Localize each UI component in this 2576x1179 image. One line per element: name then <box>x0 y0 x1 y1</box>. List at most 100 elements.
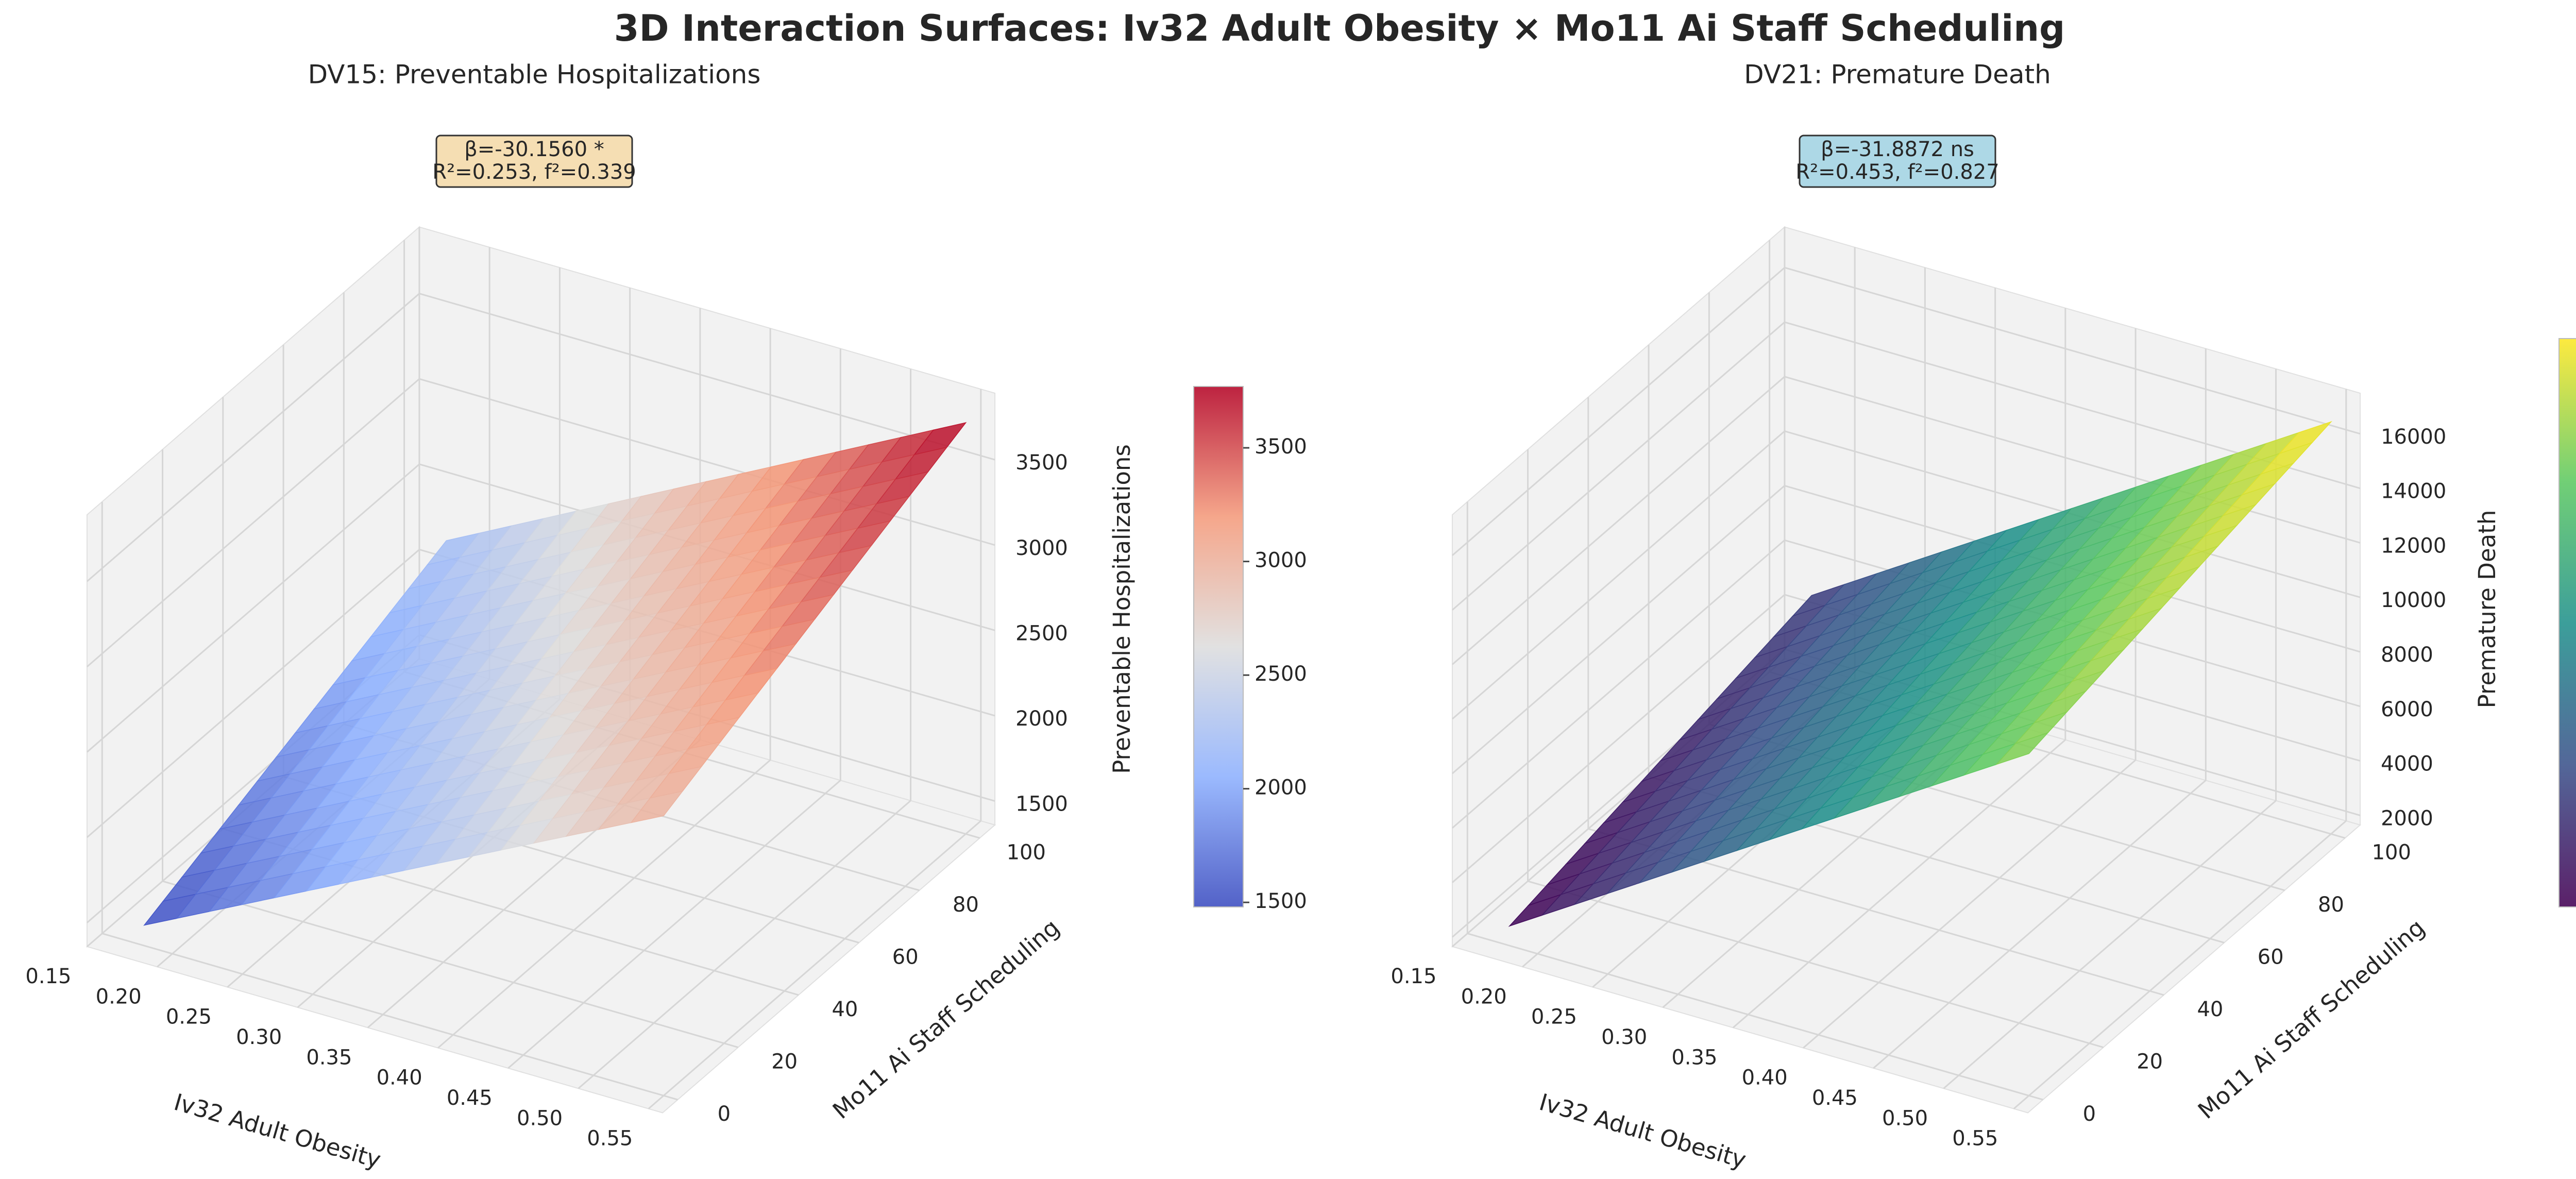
grid-line <box>1467 933 2043 1101</box>
z-tick-label: 8000 <box>2381 643 2433 667</box>
x-tick-label: 0.30 <box>236 1025 282 1049</box>
x-tick-label: 0.30 <box>1601 1025 1647 1049</box>
subplot: 0.15 0.20 0.25 0.30 0.35 0.40 0.45 0.50 0.55 0 20 4… <box>25 60 1307 1174</box>
subplot: 0.15 0.20 0.25 0.30 0.35 0.40 0.45 0.50 0.55 0 20 4… <box>1391 60 2576 1174</box>
grid-line <box>1451 485 1785 774</box>
subplot-title: DV21: Premature Death <box>1744 60 2051 90</box>
subplot-title: DV15: Preventable Hospitalizations <box>308 60 761 90</box>
y-axis-label: Mo11 Ai Staff Scheduling <box>827 914 1065 1124</box>
annotation-text: R²=0.453, f²=0.827 <box>1795 160 1999 184</box>
x-tick-label: 0.50 <box>517 1106 563 1130</box>
z-tick-label: 2000 <box>1015 707 1068 731</box>
z-tick-label: 4000 <box>2381 752 2433 776</box>
x-tick-label: 0.50 <box>1882 1106 1928 1130</box>
z-tick-label: 6000 <box>2381 698 2433 721</box>
grid-line <box>1784 266 2361 435</box>
grid-line <box>162 880 739 1048</box>
x-axis-label: Iv32 Adult Obesity <box>1536 1088 1749 1174</box>
y-tick-label: 80 <box>2318 893 2344 917</box>
annotation-box <box>1799 134 1996 188</box>
annotation-text: β=-30.1560 * <box>464 138 604 161</box>
x-tick-label: 0.35 <box>306 1046 352 1069</box>
colorbar-tick-label: 2500 <box>1255 662 1307 686</box>
x-tick-label: 0.45 <box>1812 1086 1858 1110</box>
y-tick-label: 100 <box>1007 840 1046 864</box>
x-tick-label: 0.20 <box>96 985 142 1008</box>
grid-line <box>419 293 995 461</box>
z-tick-label: 16000 <box>2381 425 2446 449</box>
y-tick-label: 100 <box>2372 840 2411 864</box>
grid-line <box>86 549 420 838</box>
annotation: β=-30.1560 *R²=0.253, f²=0.339 <box>432 134 636 188</box>
y-tick-label: 40 <box>2197 998 2223 1021</box>
x-tick-label: 0.40 <box>1742 1066 1788 1090</box>
y-tick-label: 0 <box>718 1102 731 1126</box>
x-tick-label: 0.25 <box>1531 1005 1577 1029</box>
z-tick-label: 14000 <box>2381 480 2446 503</box>
grid-line <box>1451 322 1785 611</box>
grid-line <box>437 759 771 1049</box>
z-axis-label: Preventable Hospitalizations <box>1108 444 1136 774</box>
grid-line <box>1451 267 1785 557</box>
grid-line <box>1528 880 2104 1048</box>
colorbar-tick-label: 3500 <box>1255 435 1307 459</box>
x-tick-label: 0.45 <box>447 1086 493 1110</box>
y-tick-label: 60 <box>892 945 919 969</box>
figure-title: 3D Interaction Surfaces: Iv32 Adult Obes… <box>614 7 2065 49</box>
x-tick-label: 0.15 <box>1391 965 1436 988</box>
annotation-box <box>435 134 633 188</box>
grid-line <box>1873 780 2207 1069</box>
grid-line <box>1732 739 2066 1029</box>
z-tick-label: 3000 <box>1015 536 1068 560</box>
grid-line <box>101 933 678 1101</box>
grid-line <box>1451 430 1785 720</box>
grid-line <box>86 293 420 582</box>
z-tick-label: 3500 <box>1015 451 1068 475</box>
grid-line <box>648 820 981 1109</box>
grid-line <box>419 378 995 546</box>
annotation-text: β=-31.8872 ns <box>1821 138 1974 161</box>
y-tick-label: 40 <box>832 998 858 1021</box>
z-tick-label: 2000 <box>2381 806 2433 830</box>
x-tick-label: 0.40 <box>377 1066 422 1090</box>
x-tick-label: 0.15 <box>25 965 71 988</box>
annotation-text: R²=0.253, f²=0.339 <box>432 160 636 184</box>
x-tick-label: 0.35 <box>1671 1046 1717 1069</box>
x-tick-label: 0.55 <box>587 1127 633 1151</box>
y-tick-label: 0 <box>2083 1102 2096 1126</box>
y-tick-label: 20 <box>771 1050 798 1074</box>
grid-line <box>1943 800 2277 1089</box>
z-tick-label: 10000 <box>2381 588 2446 612</box>
colorbar-tick-label: 1500 <box>1255 889 1307 913</box>
colorbar <box>1193 386 1244 907</box>
grid-line <box>1451 376 1785 665</box>
grid-line <box>86 378 420 667</box>
grid-line <box>1784 376 2361 544</box>
x-tick-label: 0.25 <box>166 1005 212 1029</box>
colorbar-tick-label: 3000 <box>1255 549 1307 572</box>
grid-line <box>578 800 911 1089</box>
x-tick-label: 0.55 <box>1952 1127 1998 1151</box>
z-tick-label: 2500 <box>1015 621 1068 645</box>
grid-line <box>1451 540 1785 829</box>
x-tick-label: 0.20 <box>1461 985 1507 1008</box>
colorbar <box>2558 338 2576 907</box>
surface-patch <box>1995 732 2049 765</box>
grid-line <box>2013 820 2347 1109</box>
grid-line <box>1451 594 1785 883</box>
x-axis-label: Iv32 Adult Obesity <box>171 1088 384 1174</box>
y-axis-label: Mo11 Ai Staff Scheduling <box>2193 914 2430 1124</box>
grid-line <box>1803 759 2137 1049</box>
grid-line <box>507 780 841 1069</box>
y-tick-label: 80 <box>953 893 979 917</box>
z-tick-label: 12000 <box>2381 534 2446 558</box>
z-axis-label: Premature Death <box>2473 510 2501 709</box>
colorbar-tick-label: 2000 <box>1255 776 1307 800</box>
y-tick-label: 60 <box>2258 945 2284 969</box>
y-tick-label: 20 <box>2137 1050 2163 1074</box>
z-tick-label: 1500 <box>1015 793 1068 816</box>
grid-line <box>86 463 420 753</box>
